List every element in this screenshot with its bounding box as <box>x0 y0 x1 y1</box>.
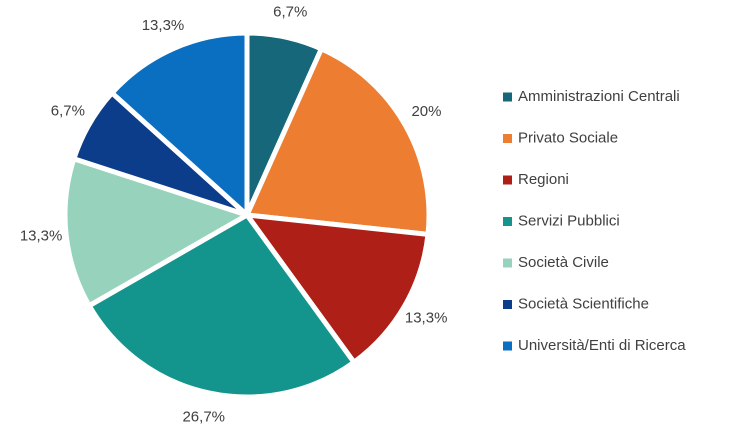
legend-label: Regioni <box>518 171 569 188</box>
pie-slice <box>244 46 432 237</box>
pie-slice <box>86 212 357 400</box>
legend-swatch <box>503 341 512 351</box>
legend-swatch <box>503 217 512 226</box>
data-label: 26,7% <box>182 408 225 425</box>
legend-label: Società Civile <box>518 254 609 271</box>
legend-label: Università/Enti di Ricerca <box>518 337 686 354</box>
legend-swatch <box>503 258 512 268</box>
legend-swatch <box>503 134 512 143</box>
data-label: 20% <box>411 103 441 120</box>
data-label: 13,3% <box>405 310 448 327</box>
legend-label: Società Scientifiche <box>518 295 649 312</box>
data-label: 13,3% <box>20 227 63 244</box>
legend-swatch <box>503 92 512 102</box>
data-label: 13,3% <box>142 17 185 34</box>
pie-slice <box>62 156 250 309</box>
legend-swatch <box>503 175 512 185</box>
legend-label: Amministrazioni Centrali <box>518 88 680 105</box>
pie-slice <box>244 212 431 365</box>
data-label: 6,7% <box>51 102 85 119</box>
legend-label: Servizi Pubblici <box>518 212 620 229</box>
data-label: 6,7% <box>273 4 307 21</box>
legend-swatch <box>503 300 512 309</box>
pie-slice <box>109 30 250 218</box>
legend-label: Privato Sociale <box>518 129 618 146</box>
